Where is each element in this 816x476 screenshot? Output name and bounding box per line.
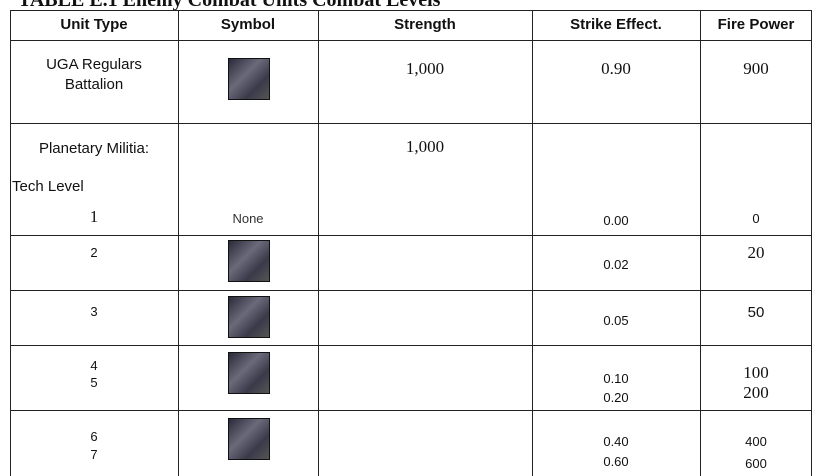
rule [10, 235, 812, 236]
fire-power: 400 [745, 434, 767, 449]
rule [532, 10, 533, 476]
unit-symbol [228, 296, 270, 338]
rule [10, 123, 812, 124]
rule [10, 10, 11, 476]
unit-type: 4 [90, 358, 98, 373]
fire-power: 50 [747, 304, 765, 321]
unit-type: 3 [90, 304, 98, 319]
fire-power: 600 [745, 456, 767, 471]
rule [178, 10, 179, 476]
column-header: Fire Power [717, 16, 795, 33]
strike-effect: 0.05 [603, 313, 629, 328]
strike-effect: 0.90 [601, 59, 631, 78]
unit-symbol [228, 352, 270, 394]
fire-power: 200 [743, 383, 769, 402]
unit-type: 6 [90, 429, 98, 444]
unit-type: Planetary Militia: [38, 140, 150, 157]
fire-power: 100 [743, 363, 769, 382]
rule [10, 410, 812, 411]
strike-effect: 0.02 [603, 257, 629, 272]
strength: 1,000 [405, 137, 445, 156]
rule [318, 10, 319, 476]
rule [10, 290, 812, 291]
column-header: Strength [394, 16, 456, 33]
column-header: Unit Type [60, 16, 128, 33]
strike-effect: 0.10 [603, 371, 629, 386]
unit-symbol [228, 240, 270, 282]
unit-type: UGA Regulars [46, 56, 142, 73]
strike-effect: 0.40 [603, 434, 629, 449]
column-header: Strike Effect. [570, 16, 662, 33]
unit-type: 1 [89, 207, 99, 226]
strike-effect: 0.00 [603, 213, 629, 228]
unit-type: 2 [90, 245, 98, 260]
strike-effect: 0.20 [603, 390, 629, 405]
fire-power: 20 [747, 243, 765, 262]
fire-power: 900 [743, 59, 769, 78]
unit-symbol [228, 418, 270, 460]
strike-effect: 0.60 [603, 454, 629, 469]
strength: 1,000 [405, 59, 445, 78]
rule [10, 345, 812, 346]
unit-symbol: None [232, 211, 264, 226]
unit-type: Tech Level [12, 178, 84, 195]
column-header: Symbol [220, 16, 276, 33]
unit-type: 7 [90, 447, 98, 462]
rule [700, 10, 701, 476]
rule [10, 40, 812, 41]
rule [811, 10, 812, 476]
rule [10, 10, 812, 11]
unit-type: 5 [90, 375, 98, 390]
fire-power: 0 [752, 211, 760, 226]
unit-symbol [228, 58, 270, 100]
table-title: TABLE E.1 Enemy Combat Units Combat Leve… [18, 0, 441, 11]
unit-type: Battalion [64, 76, 124, 93]
